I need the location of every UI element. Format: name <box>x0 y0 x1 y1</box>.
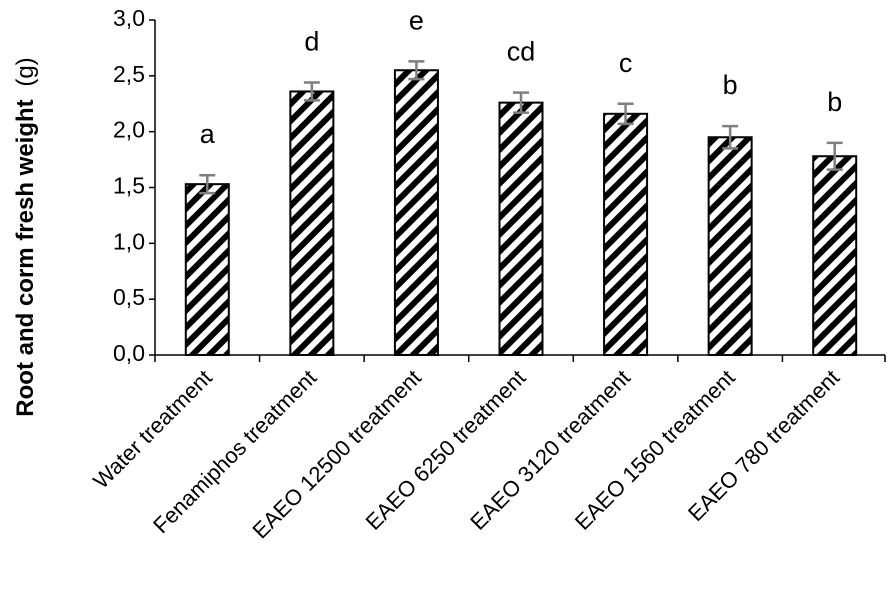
y-axis-unit: (g) <box>12 57 39 86</box>
significance-letter: b <box>827 87 842 117</box>
y-tick-label: 0,5 <box>113 284 145 310</box>
significance-letter: cd <box>507 37 536 67</box>
significance-letter: a <box>200 119 216 149</box>
bar <box>184 183 230 356</box>
y-tick-label: 0,0 <box>113 340 145 366</box>
significance-letter: b <box>723 70 738 100</box>
svg-text:Root and corm fresh weight: Root and corm fresh weight (g) <box>12 57 39 416</box>
bar <box>603 112 649 356</box>
y-axis-title-text: Root and corm fresh weight <box>12 99 39 416</box>
y-tick-label: 3,0 <box>113 5 145 31</box>
bar <box>393 69 439 356</box>
significance-letter: d <box>304 27 319 57</box>
y-tick-label: 2,0 <box>113 117 145 143</box>
y-tick-label: 1,0 <box>113 228 145 254</box>
bar <box>707 136 753 356</box>
y-axis-title: Root and corm fresh weight (g) <box>12 57 39 416</box>
bar <box>289 90 335 356</box>
category-label: EAEO 12500 treatment <box>247 365 426 544</box>
significance-letter: e <box>409 5 424 35</box>
bar <box>812 155 858 356</box>
significance-letter: c <box>619 48 633 78</box>
bar <box>498 101 544 356</box>
y-tick-label: 1,5 <box>113 173 145 199</box>
y-tick-label: 2,5 <box>113 61 145 87</box>
